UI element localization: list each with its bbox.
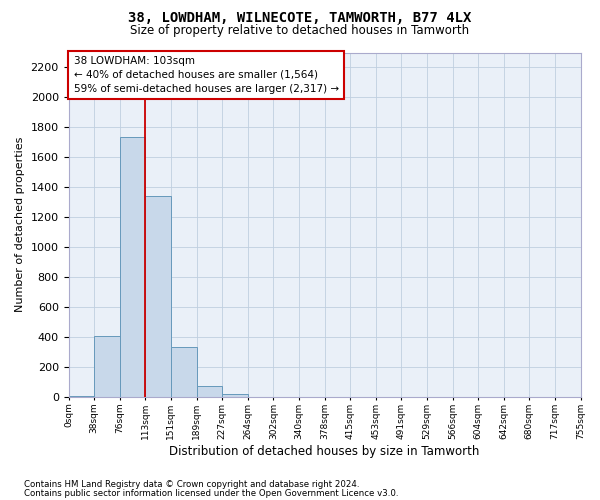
Text: Contains public sector information licensed under the Open Government Licence v3: Contains public sector information licen… xyxy=(24,488,398,498)
Bar xyxy=(94,336,120,397)
Bar xyxy=(171,346,197,397)
Bar xyxy=(197,386,222,397)
Text: 38, LOWDHAM, WILNECOTE, TAMWORTH, B77 4LX: 38, LOWDHAM, WILNECOTE, TAMWORTH, B77 4L… xyxy=(128,11,472,25)
Bar xyxy=(222,394,248,397)
Text: Size of property relative to detached houses in Tamworth: Size of property relative to detached ho… xyxy=(130,24,470,37)
Y-axis label: Number of detached properties: Number of detached properties xyxy=(15,137,25,312)
Text: Contains HM Land Registry data © Crown copyright and database right 2024.: Contains HM Land Registry data © Crown c… xyxy=(24,480,359,489)
Bar xyxy=(120,138,145,397)
X-axis label: Distribution of detached houses by size in Tamworth: Distribution of detached houses by size … xyxy=(169,444,480,458)
Bar xyxy=(145,196,171,397)
Text: 38 LOWDHAM: 103sqm
← 40% of detached houses are smaller (1,564)
59% of semi-deta: 38 LOWDHAM: 103sqm ← 40% of detached hou… xyxy=(74,56,339,94)
Bar xyxy=(68,396,94,397)
